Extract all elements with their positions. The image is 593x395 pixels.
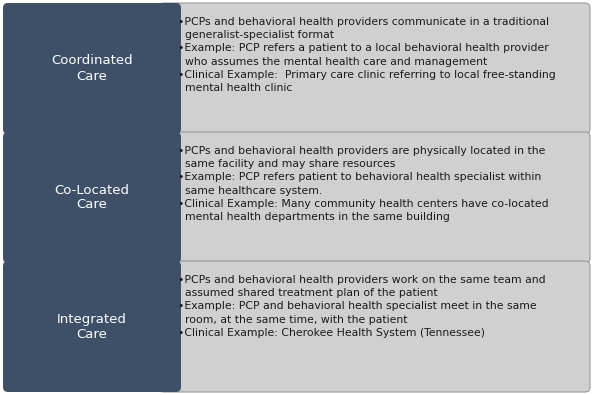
Text: Coordinated
Care: Coordinated Care bbox=[51, 55, 133, 83]
Text: Integrated
Care: Integrated Care bbox=[57, 312, 127, 340]
FancyBboxPatch shape bbox=[159, 3, 590, 134]
FancyBboxPatch shape bbox=[3, 261, 181, 392]
Text: •PCPs and behavioral health providers communicate in a traditional
  generalist-: •PCPs and behavioral health providers co… bbox=[178, 17, 556, 93]
Text: •PCPs and behavioral health providers work on the same team and
  assumed shared: •PCPs and behavioral health providers wo… bbox=[178, 275, 546, 338]
FancyBboxPatch shape bbox=[3, 3, 181, 134]
FancyBboxPatch shape bbox=[159, 132, 590, 263]
FancyBboxPatch shape bbox=[159, 261, 590, 392]
Text: •PCPs and behavioral health providers are physically located in the
  same facil: •PCPs and behavioral health providers ar… bbox=[178, 146, 549, 222]
Text: Co-Located
Care: Co-Located Care bbox=[55, 184, 129, 211]
FancyBboxPatch shape bbox=[3, 132, 181, 263]
